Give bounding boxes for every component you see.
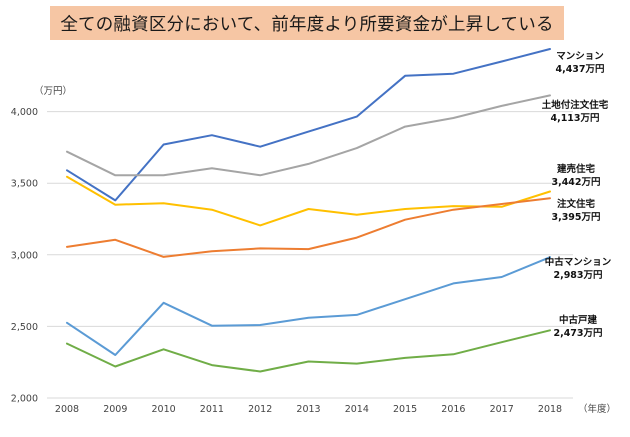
x-tick-label: 2010 [152,404,176,415]
x-tick-label: 2018 [538,404,562,415]
series-name-label: 土地付注文住宅 [542,99,609,111]
series-line-5 [66,329,551,373]
x-tick-label: 2017 [490,404,514,415]
series-line-3 [66,197,551,258]
x-tick-label: 2011 [200,404,224,415]
series-value-label: 2,983万円 [553,270,602,281]
series-line-1 [66,94,551,177]
y-tick-label: 2,500 [11,322,38,333]
y-tick-label: 4,000 [11,107,38,118]
series-value-label: 3,395万円 [551,212,600,223]
x-tick-label: 2014 [345,404,369,415]
series-name-label: 中古戸建 [559,314,598,326]
x-tick-label: 2008 [55,404,79,415]
series-name-label: マンション [556,51,604,62]
series-value-label: 2,473万円 [553,328,602,339]
series-value-label: 4,113万円 [550,113,599,124]
x-tick-label: 2016 [441,404,465,415]
series-line-4 [66,256,551,356]
x-tick-label: 2015 [393,404,417,415]
x-axis-unit: （年度） [578,403,616,415]
series-name-label: 中古マンション [545,256,612,268]
x-tick-label: 2012 [248,404,272,415]
series-name-label: 注文住宅 [557,198,596,210]
gridlines [47,111,573,399]
series-value-label: 3,442万円 [551,177,600,188]
y-tick-label: 3,000 [11,250,38,261]
series-line-2 [66,175,551,227]
x-tick-label: 2009 [103,404,127,415]
y-tick-label: 3,500 [11,179,38,190]
series-value-label: 4,437万円 [555,64,604,75]
y-tick-label: 2,000 [11,394,38,405]
series-name-label: 建売住宅 [556,163,596,175]
chart-title-box: 全ての融資区分において、前年度より所要資金が上昇している [50,6,564,40]
series-line-0 [66,48,551,202]
chart-title: 全ての融資区分において、前年度より所要資金が上昇している [60,14,554,35]
y-axis-unit: （万円） [34,85,72,97]
x-tick-label: 2013 [296,404,320,415]
